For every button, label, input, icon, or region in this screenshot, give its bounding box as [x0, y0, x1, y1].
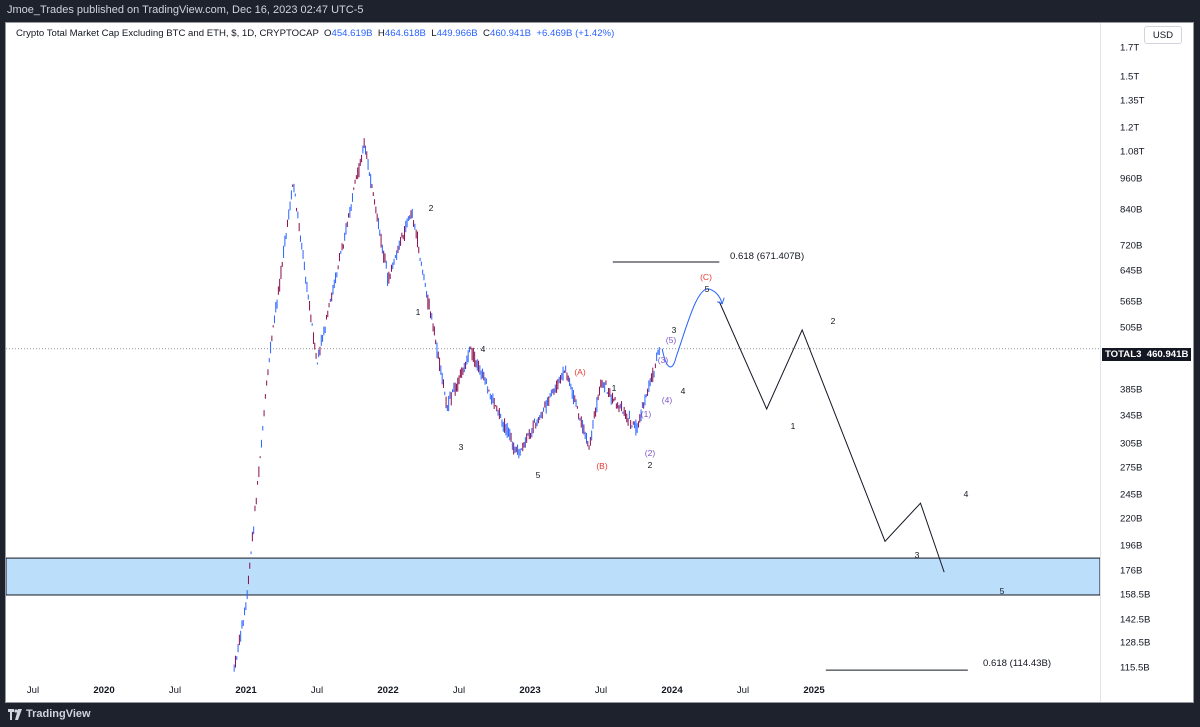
candles-layer: [233, 138, 660, 672]
wave-label: (B): [596, 461, 608, 471]
price-tick-label: 220B: [1120, 513, 1143, 525]
fib-label-upper: 0.618 (671.407B): [730, 250, 805, 262]
projected-curve: [661, 288, 723, 368]
price-tick-label: 720B: [1120, 240, 1143, 252]
time-tick-label: Jul: [168, 685, 182, 696]
wave-label: 5: [999, 586, 1005, 596]
time-tick-label: 2025: [803, 685, 825, 696]
wave-label: (C): [700, 272, 712, 282]
open-label: O: [324, 28, 332, 39]
price-tick-label: 565B: [1120, 296, 1143, 308]
chart-legend: Crypto Total Market Cap Excluding BTC an…: [16, 28, 614, 39]
wave-label: 5: [535, 470, 541, 480]
price-tick-label: 1.35T: [1120, 95, 1145, 107]
brand-name: TradingView: [26, 708, 91, 720]
time-tick-label: Jul: [26, 685, 40, 696]
publish-text: Jmoe_Trades published on TradingView.com…: [7, 4, 364, 16]
price-tick-label: 1.08T: [1120, 146, 1145, 158]
price-tick-label: 196B: [1120, 540, 1143, 552]
time-tick-label: Jul: [452, 685, 466, 696]
time-tick-label: 2023: [519, 685, 541, 696]
publish-bar: Jmoe_Trades published on TradingView.com…: [0, 0, 1200, 22]
wave-label: 4: [480, 344, 486, 354]
price-tick-label: 505B: [1120, 322, 1143, 334]
fib-label-lower: 0.618 (114.43B): [983, 658, 1052, 670]
price-tick-label: 245B: [1120, 489, 1143, 501]
price-tick-label: 385B: [1120, 384, 1143, 396]
high-value: 464.618B: [384, 28, 426, 39]
price-tick-label: 115.5B: [1120, 662, 1150, 674]
low-value: 449.966B: [436, 28, 478, 39]
price-tick-label: 1.5T: [1120, 71, 1140, 83]
curve-arrow-icon: [716, 297, 725, 305]
price-tick-label: 345B: [1120, 410, 1143, 422]
high-label: H: [377, 28, 385, 39]
price-chart[interactable]: [6, 23, 1194, 703]
time-tick-label: 2024: [661, 685, 683, 696]
time-tick-label: 2021: [235, 685, 257, 696]
projected-wave-path: [718, 301, 945, 573]
price-tick-label: 158.5B: [1120, 589, 1151, 601]
time-tick-label: 2022: [377, 685, 399, 696]
last-price-symbol: TOTAL3: [1105, 349, 1142, 360]
wave-label: (2): [644, 448, 656, 458]
chart-panel[interactable]: Crypto Total Market Cap Excluding BTC an…: [5, 22, 1194, 703]
wave-label: (4): [661, 395, 673, 405]
price-tick-label: 840B: [1120, 204, 1143, 216]
price-tick-label: 1.7T: [1120, 42, 1140, 54]
wave-label: 4: [680, 386, 686, 396]
time-tick-label: Jul: [310, 685, 324, 696]
currency-button[interactable]: USD: [1144, 26, 1182, 44]
wave-label: 5: [704, 284, 710, 294]
price-tick-label: 960B: [1120, 173, 1143, 185]
wave-label: 1: [611, 383, 617, 393]
open-value: 454.619B: [331, 28, 373, 39]
wave-label: 4: [963, 489, 969, 499]
time-tick-label: Jul: [594, 685, 608, 696]
fib-layer: [612, 261, 968, 671]
wave-label: 3: [671, 325, 677, 335]
wave-label: (1): [640, 409, 652, 419]
price-tick-label: 128.5B: [1120, 637, 1151, 649]
close-label: C: [483, 28, 490, 39]
footer-bar: TradingView: [0, 703, 1200, 727]
wave-label: 3: [458, 442, 464, 452]
price-tick-label: 1.2T: [1120, 122, 1140, 134]
price-tick-label: 645B: [1120, 265, 1143, 277]
low-label: L: [431, 28, 437, 39]
close-value: 460.941B: [489, 28, 532, 39]
symbol-title: Crypto Total Market Cap Excluding BTC an…: [16, 28, 319, 39]
change-value: +6.469B (+1.42%): [536, 28, 615, 39]
wave-label: (A): [574, 367, 586, 377]
demand-zone: [6, 557, 1101, 596]
last-price-badge: TOTAL3 460.941B: [1102, 348, 1192, 361]
wave-label: 2: [647, 460, 653, 470]
wave-label: (3): [657, 355, 669, 365]
price-tick-label: 176B: [1120, 565, 1143, 577]
wave-label: 2: [830, 316, 836, 326]
wave-label: 3: [914, 550, 920, 560]
price-tick-label: 275B: [1120, 462, 1143, 474]
wave-label: 1: [415, 307, 421, 317]
tradingview-logo-icon: [8, 709, 22, 720]
wave-label: (5): [665, 335, 677, 345]
wave-label: 1: [790, 421, 796, 431]
time-tick-label: 2020: [93, 685, 115, 696]
price-axis-divider: [1100, 23, 1101, 702]
price-tick-label: 142.5B: [1120, 614, 1151, 626]
wave-label: 2: [428, 203, 434, 213]
last-price-value: 460.941B: [1146, 349, 1189, 360]
projection-layer: [661, 288, 945, 573]
time-tick-label: Jul: [736, 685, 750, 696]
price-tick-label: 305B: [1120, 438, 1143, 450]
